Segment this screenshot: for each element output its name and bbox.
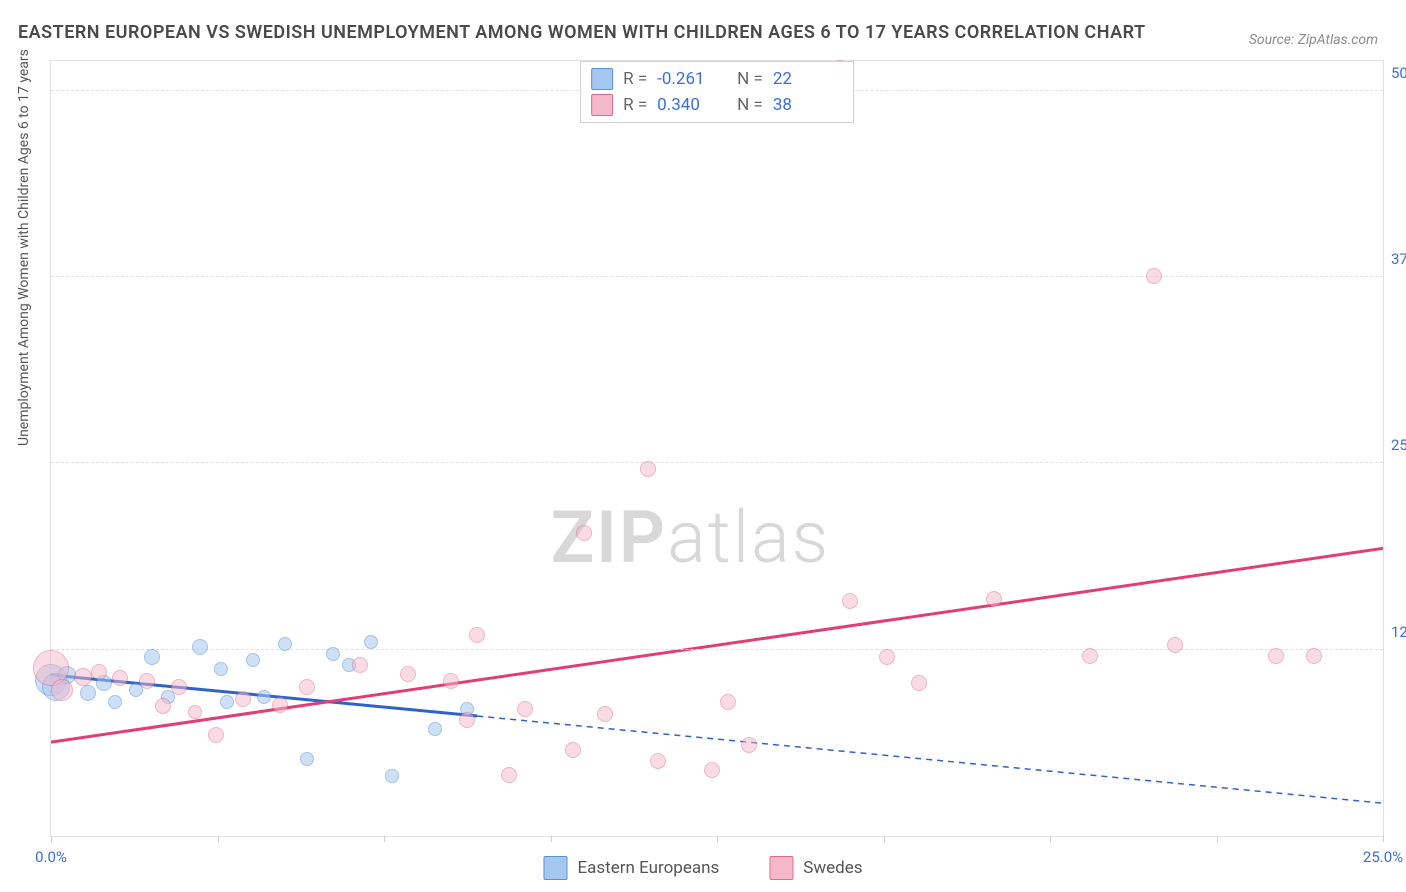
data-point [155, 698, 171, 714]
data-point [1167, 637, 1183, 653]
data-point [911, 675, 927, 691]
stat-N-value-series1: 22 [773, 69, 843, 89]
data-point [278, 637, 292, 651]
data-point [235, 691, 251, 707]
data-point [364, 635, 378, 649]
correlation-stat-box: R = -0.261 N = 22 R = 0.340 N = 38 [580, 61, 854, 123]
data-point [469, 627, 485, 643]
data-point [108, 695, 122, 709]
source-attribution: Source: ZipAtlas.com [1249, 32, 1378, 48]
x-tick-mark [884, 836, 885, 842]
data-point [459, 712, 475, 728]
stat-R-value-series2: 0.340 [657, 95, 727, 115]
stat-N-label: N = [737, 95, 763, 115]
x-tick-mark [51, 836, 52, 842]
legend-swatch-icon [543, 856, 567, 880]
chart-container: EASTERN EUROPEAN VS SWEDISH UNEMPLOYMENT… [0, 0, 1406, 892]
data-point [326, 647, 340, 661]
data-point [112, 670, 128, 686]
data-point [428, 722, 442, 736]
data-point [246, 653, 260, 667]
stat-R-label: R = [623, 69, 647, 89]
stat-R-value-series1: -0.261 [657, 69, 727, 89]
y-tick-label: 12.5% [1391, 623, 1406, 641]
data-point [1146, 268, 1162, 284]
data-point [576, 525, 592, 541]
data-point [208, 727, 224, 743]
grid-line [51, 649, 1383, 650]
data-point [1306, 648, 1322, 664]
x-tick-mark [717, 836, 718, 842]
data-point [597, 706, 613, 722]
data-point [299, 679, 315, 695]
data-point [80, 685, 96, 701]
data-point [650, 753, 666, 769]
y-tick-label: 50.0% [1391, 64, 1406, 82]
trend-lines-layer [51, 61, 1383, 836]
data-point [171, 679, 187, 695]
legend-swatch-series2-icon [591, 94, 613, 116]
data-point [144, 649, 160, 665]
x-tick-mark [1383, 836, 1384, 842]
data-point [842, 593, 858, 609]
legend-item-series1: Eastern Europeans [543, 856, 719, 880]
legend-label-series2: Swedes [803, 858, 862, 878]
data-point [192, 639, 208, 655]
stat-R-label: R = [623, 95, 647, 115]
data-point [300, 752, 314, 766]
watermark: ZIPatlas [551, 495, 831, 580]
data-point [91, 664, 107, 680]
data-point [565, 742, 581, 758]
plot-area: ZIPatlas R = -0.261 N = 22 R = 0.340 N =… [50, 60, 1384, 837]
x-tick-mark [1217, 836, 1218, 842]
y-tick-label: 25.0% [1391, 436, 1406, 454]
data-point [640, 461, 656, 477]
data-point [188, 705, 202, 719]
stat-row-series2: R = 0.340 N = 38 [591, 92, 843, 118]
data-point [1082, 648, 1098, 664]
stat-N-value-series2: 38 [773, 95, 843, 115]
grid-line [51, 462, 1383, 463]
x-tick-mark [384, 836, 385, 842]
data-point [741, 737, 757, 753]
legend-label-series1: Eastern Europeans [577, 858, 719, 878]
data-point [1268, 648, 1284, 664]
data-point [443, 673, 459, 689]
legend-swatch-series1-icon [591, 68, 613, 90]
data-point [517, 701, 533, 717]
stat-N-label: N = [737, 69, 763, 89]
data-point [51, 679, 73, 701]
data-point [214, 662, 228, 676]
stat-row-series1: R = -0.261 N = 22 [591, 66, 843, 92]
grid-line [51, 276, 1383, 277]
data-point [257, 690, 271, 704]
data-point [74, 668, 92, 686]
data-point [720, 694, 736, 710]
data-point [272, 697, 288, 713]
data-point [704, 762, 720, 778]
bottom-legend: Eastern Europeans Swedes [543, 856, 862, 880]
data-point [139, 673, 155, 689]
data-point [220, 695, 234, 709]
data-point [879, 649, 895, 665]
x-tick-label: 25.0% [1363, 848, 1403, 866]
data-point [352, 657, 368, 673]
y-axis-label: Unemployment Among Women with Children A… [16, 49, 32, 446]
data-point [986, 591, 1002, 607]
y-tick-label: 37.5% [1391, 250, 1406, 268]
data-point [400, 666, 416, 682]
x-tick-mark [551, 836, 552, 842]
x-tick-mark [1050, 836, 1051, 842]
legend-item-series2: Swedes [769, 856, 862, 880]
legend-swatch-icon [769, 856, 793, 880]
x-tick-mark [218, 836, 219, 842]
data-point [385, 769, 399, 783]
x-tick-label: 0.0% [35, 848, 67, 866]
data-point [501, 767, 517, 783]
chart-title: EASTERN EUROPEAN VS SWEDISH UNEMPLOYMENT… [18, 22, 1146, 43]
